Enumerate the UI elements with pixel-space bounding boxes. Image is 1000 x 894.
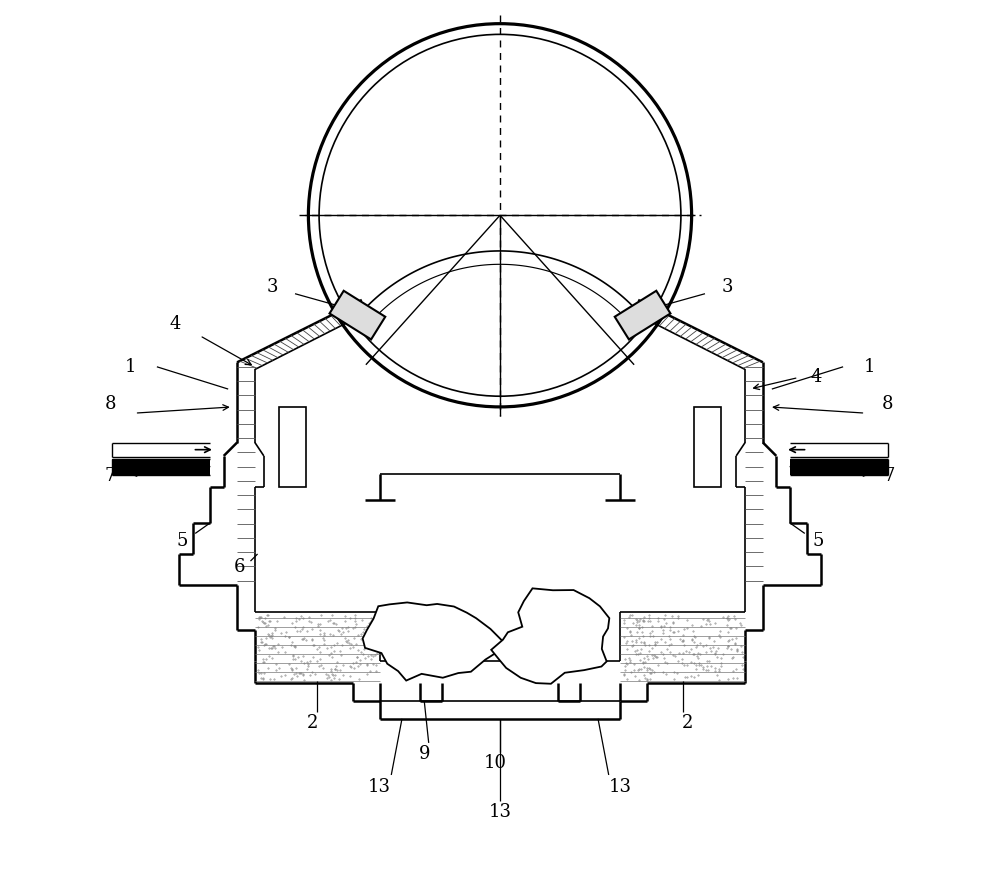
- Text: 7: 7: [884, 468, 895, 485]
- Text: 7: 7: [105, 468, 116, 485]
- Bar: [790, 459, 888, 475]
- Polygon shape: [615, 291, 670, 340]
- Bar: [694, 407, 721, 487]
- Text: 6: 6: [234, 559, 246, 577]
- Text: 5: 5: [812, 532, 824, 550]
- Text: 8: 8: [105, 395, 116, 413]
- Text: 10: 10: [484, 755, 507, 772]
- Text: 3: 3: [722, 277, 733, 296]
- Text: 2: 2: [307, 714, 319, 732]
- Text: 13: 13: [488, 804, 512, 822]
- Text: 4: 4: [811, 368, 822, 386]
- Bar: [112, 459, 210, 475]
- Polygon shape: [491, 588, 609, 684]
- Text: 1: 1: [864, 358, 876, 375]
- Text: 13: 13: [609, 779, 632, 797]
- Text: 5: 5: [176, 532, 188, 550]
- Text: 9: 9: [418, 746, 430, 763]
- Text: 1: 1: [124, 358, 136, 375]
- Text: 4: 4: [169, 315, 180, 333]
- Bar: [279, 407, 306, 487]
- Text: 13: 13: [368, 779, 391, 797]
- Text: 2: 2: [681, 714, 693, 732]
- Text: 8: 8: [882, 395, 893, 413]
- Text: 3: 3: [267, 277, 278, 296]
- Polygon shape: [363, 603, 502, 680]
- Polygon shape: [330, 291, 385, 340]
